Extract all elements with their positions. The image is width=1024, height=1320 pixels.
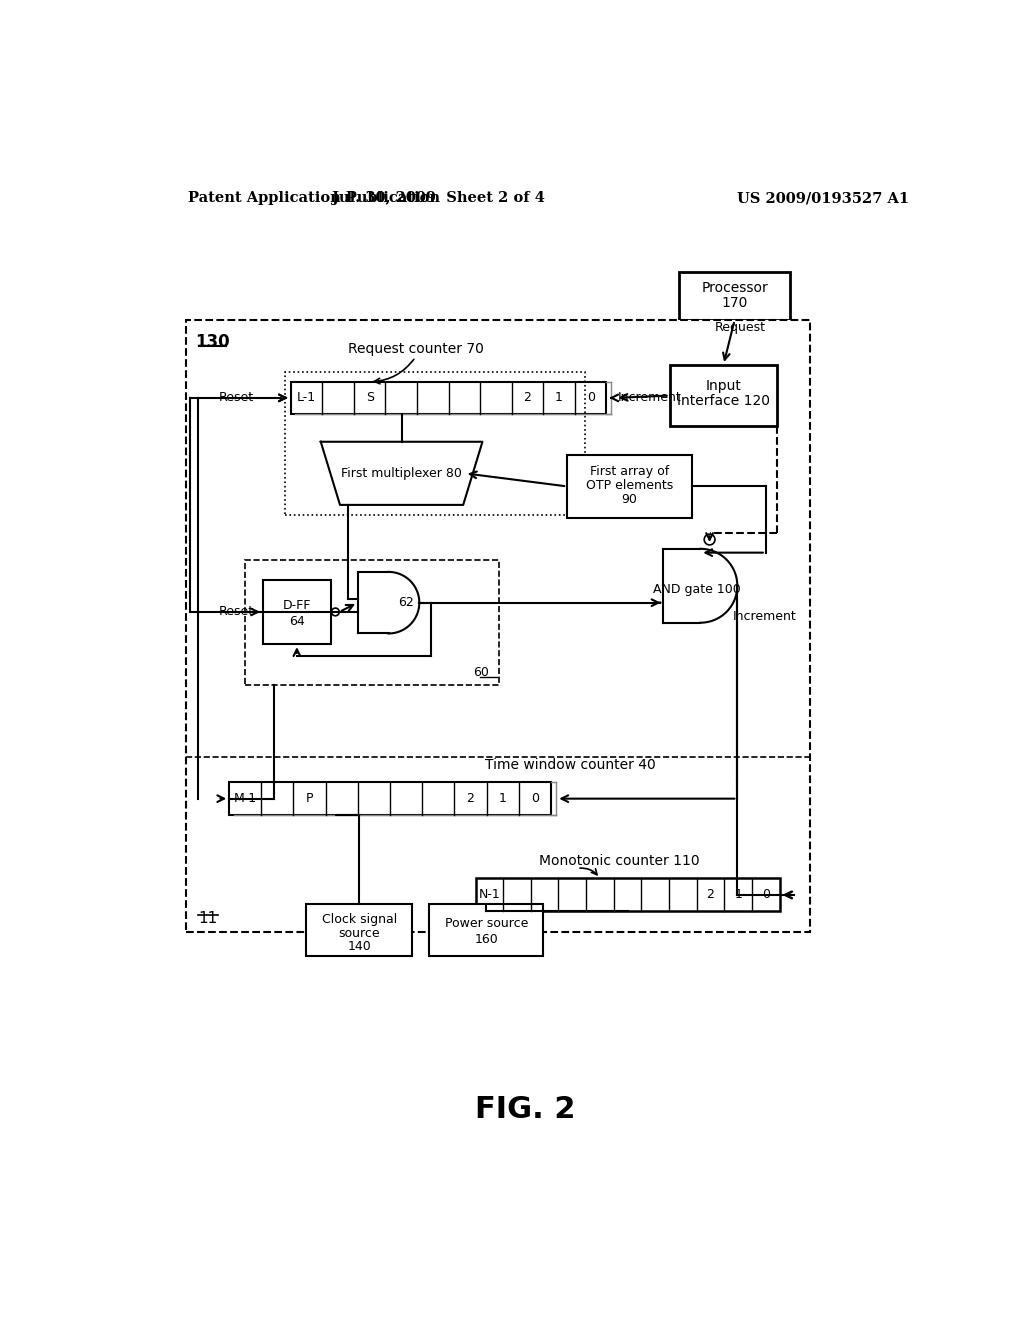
- Text: 0: 0: [762, 888, 770, 902]
- Text: 90: 90: [622, 492, 638, 506]
- Text: Increment: Increment: [617, 391, 681, 404]
- Bar: [429, 904, 544, 956]
- Text: Reset: Reset: [219, 391, 254, 404]
- Text: 0: 0: [587, 391, 595, 404]
- Text: 170: 170: [722, 296, 748, 310]
- Text: Patent Application Publication: Patent Application Publication: [188, 191, 440, 206]
- Bar: [306, 904, 413, 956]
- Text: N-1: N-1: [478, 888, 500, 902]
- Text: 1: 1: [499, 792, 507, 805]
- Text: OTP elements: OTP elements: [586, 479, 673, 492]
- Text: D-FF: D-FF: [283, 599, 311, 612]
- Text: Monotonic counter 110: Monotonic counter 110: [539, 854, 699, 867]
- Text: Jul. 30, 2009  Sheet 2 of 4: Jul. 30, 2009 Sheet 2 of 4: [332, 191, 545, 206]
- Text: Clock signal: Clock signal: [322, 912, 397, 925]
- Text: Increment: Increment: [732, 610, 796, 623]
- Text: M-1: M-1: [233, 792, 257, 805]
- Text: Request: Request: [715, 321, 766, 334]
- Text: AND gate 100: AND gate 100: [652, 583, 740, 597]
- Text: L-1: L-1: [297, 391, 316, 404]
- Text: Interface 120: Interface 120: [677, 393, 770, 408]
- Text: First multiplexer 80: First multiplexer 80: [341, 467, 462, 480]
- Text: US 2009/0193527 A1: US 2009/0193527 A1: [737, 191, 909, 206]
- Text: 11: 11: [198, 911, 217, 925]
- Bar: [679, 272, 791, 321]
- Text: FIG. 2: FIG. 2: [474, 1094, 575, 1123]
- Bar: [245, 561, 499, 685]
- Text: Processor: Processor: [701, 281, 768, 294]
- Text: Power source: Power source: [444, 916, 528, 929]
- Bar: [291, 381, 606, 414]
- Text: 0: 0: [530, 792, 539, 805]
- Text: 60: 60: [473, 667, 489, 680]
- Bar: [186, 321, 810, 932]
- Bar: [263, 579, 331, 644]
- Text: 2: 2: [707, 888, 715, 902]
- Text: 1: 1: [555, 391, 563, 404]
- Text: P: P: [306, 792, 313, 805]
- Text: 62: 62: [397, 597, 414, 610]
- Text: 64: 64: [289, 615, 305, 628]
- Text: 1: 1: [734, 888, 742, 902]
- Bar: [475, 878, 779, 911]
- Bar: [670, 364, 777, 426]
- Text: Input: Input: [706, 379, 741, 393]
- Bar: [285, 372, 585, 515]
- Text: Request counter 70: Request counter 70: [347, 342, 483, 356]
- Text: source: source: [339, 927, 380, 940]
- Text: Reset: Reset: [219, 606, 254, 619]
- Bar: [567, 455, 692, 517]
- Text: 160: 160: [474, 933, 498, 946]
- Text: Time window counter 40: Time window counter 40: [484, 758, 655, 772]
- Text: 2: 2: [523, 391, 531, 404]
- Text: 140: 140: [347, 940, 371, 953]
- Text: 130: 130: [196, 333, 230, 351]
- Bar: [229, 781, 551, 816]
- Text: First array of: First array of: [590, 465, 669, 478]
- Text: 2: 2: [467, 792, 474, 805]
- Text: S: S: [366, 391, 374, 404]
